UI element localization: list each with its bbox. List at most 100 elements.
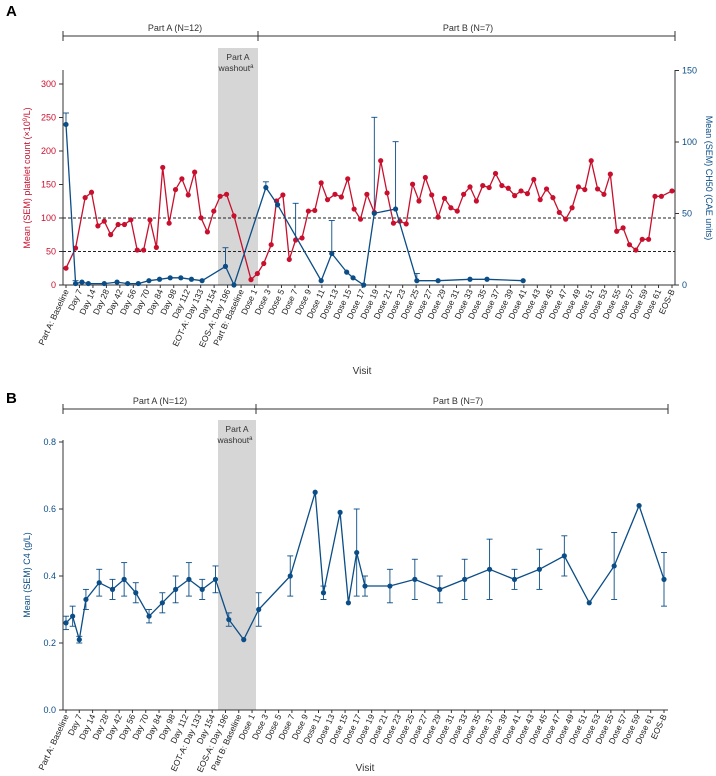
platelet-point (575, 184, 582, 190)
y-tick-label-b-06: 0.6 (43, 504, 56, 514)
c4-point (146, 613, 152, 619)
x-tick-label-a: Part A: Baseline (36, 287, 71, 346)
platelet-point (639, 236, 645, 242)
ch50-point (156, 276, 163, 282)
platelet-point (626, 242, 633, 248)
c4-point (437, 586, 443, 593)
platelet-point (312, 207, 318, 214)
platelet-line (65, 160, 673, 281)
platelet-point (652, 193, 658, 199)
y-right-title-a: Mean (SEM) CH50 (CAE units) (704, 116, 714, 241)
platelet-point (409, 181, 416, 187)
y-left-tick-label-250: 250 (41, 113, 56, 123)
c4-point (83, 596, 89, 603)
ch50-point (135, 280, 141, 287)
platelet-point (569, 205, 575, 211)
platelet-point (198, 215, 204, 221)
c4-point (186, 576, 192, 582)
ch50-point (188, 276, 195, 282)
y-tick-label-b-02: 0.2 (43, 638, 56, 648)
y-left-tick-label-50: 50 (46, 247, 56, 257)
platelet-point (422, 174, 428, 181)
ch50-point (222, 263, 229, 269)
y-left-tick-label-100: 100 (41, 213, 56, 223)
platelet-point (524, 191, 531, 197)
washout-band-a (218, 48, 258, 285)
platelet-point (384, 190, 390, 196)
platelet-point (550, 195, 556, 201)
platelet-point (588, 158, 594, 164)
y-title-b: Mean (SEM) C4 (g/L) (22, 532, 32, 618)
platelet-point (537, 197, 543, 203)
part-a-label-b-bg (125, 394, 195, 407)
ch50-series (63, 121, 526, 288)
part-a-label-b: Part A (N=12) (133, 396, 187, 406)
platelet-point (217, 193, 223, 199)
ch50-point (329, 250, 335, 257)
platelet-point (486, 184, 492, 191)
platelet-point (351, 206, 357, 212)
ch50-point (199, 278, 205, 284)
platelet-point (614, 228, 620, 234)
x-axis-title-a: Visit (353, 366, 372, 377)
c4-point (121, 576, 127, 582)
c4-point (256, 606, 262, 613)
ch50-point (178, 275, 184, 281)
platelet-point (505, 185, 511, 191)
platelet-point (480, 182, 486, 189)
platelet-point (601, 191, 607, 197)
platelet-point (607, 171, 613, 177)
platelet-point (128, 217, 134, 223)
c4-point (345, 600, 351, 606)
c4-point (387, 583, 393, 589)
platelet-point (467, 184, 473, 190)
platelet-point (147, 217, 153, 223)
c4-point (586, 600, 592, 606)
c4-point (109, 586, 116, 593)
platelet-point (429, 192, 435, 198)
platelet-point (357, 216, 364, 222)
platelet-point (204, 229, 210, 235)
platelet-series (63, 158, 675, 283)
c4-point (486, 566, 493, 572)
y-left-ticks-a: 0 50 100 150 200 250 300 (41, 79, 63, 290)
panel-label-b: B (6, 390, 17, 407)
ch50-point (392, 206, 399, 212)
platelet-point (231, 213, 237, 219)
washout-label-b-line2: washouta (216, 435, 253, 445)
y-right-ticks-a: 0 50 100 150 (675, 66, 697, 290)
platelet-point (324, 197, 331, 203)
c4-point (212, 576, 219, 582)
platelet-point (286, 256, 292, 263)
platelet-point (72, 245, 79, 251)
platelet-point (556, 209, 562, 216)
platelet-point (299, 235, 305, 241)
platelet-point (669, 188, 675, 194)
x-tick-label-b: Part A: Baseline (36, 712, 71, 771)
y-ticks-b: 0.0 0.2 0.4 0.6 0.8 (43, 437, 63, 715)
c4-point (63, 620, 69, 626)
platelet-point (658, 193, 664, 199)
platelet-point (441, 195, 448, 201)
ch50-point (467, 276, 473, 282)
washout-band-b (218, 420, 256, 710)
c4-point (511, 576, 518, 582)
part-b-label-b-bg (425, 394, 491, 407)
y-right-tick-label-100: 100 (682, 137, 697, 147)
platelet-point (518, 188, 524, 194)
ch50-point (101, 280, 107, 287)
platelet-point (416, 198, 422, 204)
platelet-point (364, 191, 370, 197)
c4-point (70, 613, 76, 619)
platelet-point (115, 221, 121, 228)
platelet-point (390, 220, 397, 226)
platelet-point (633, 247, 639, 253)
y-right-tick-label-0: 0 (682, 280, 687, 290)
x-axis-title-b: Visit (356, 763, 375, 774)
part-b-label-b: Part B (N=7) (433, 396, 483, 406)
ch50-point (318, 278, 324, 284)
platelet-point (108, 232, 114, 238)
platelet-point (141, 247, 147, 253)
ch50-line (65, 124, 524, 287)
ch50-point (146, 278, 152, 284)
